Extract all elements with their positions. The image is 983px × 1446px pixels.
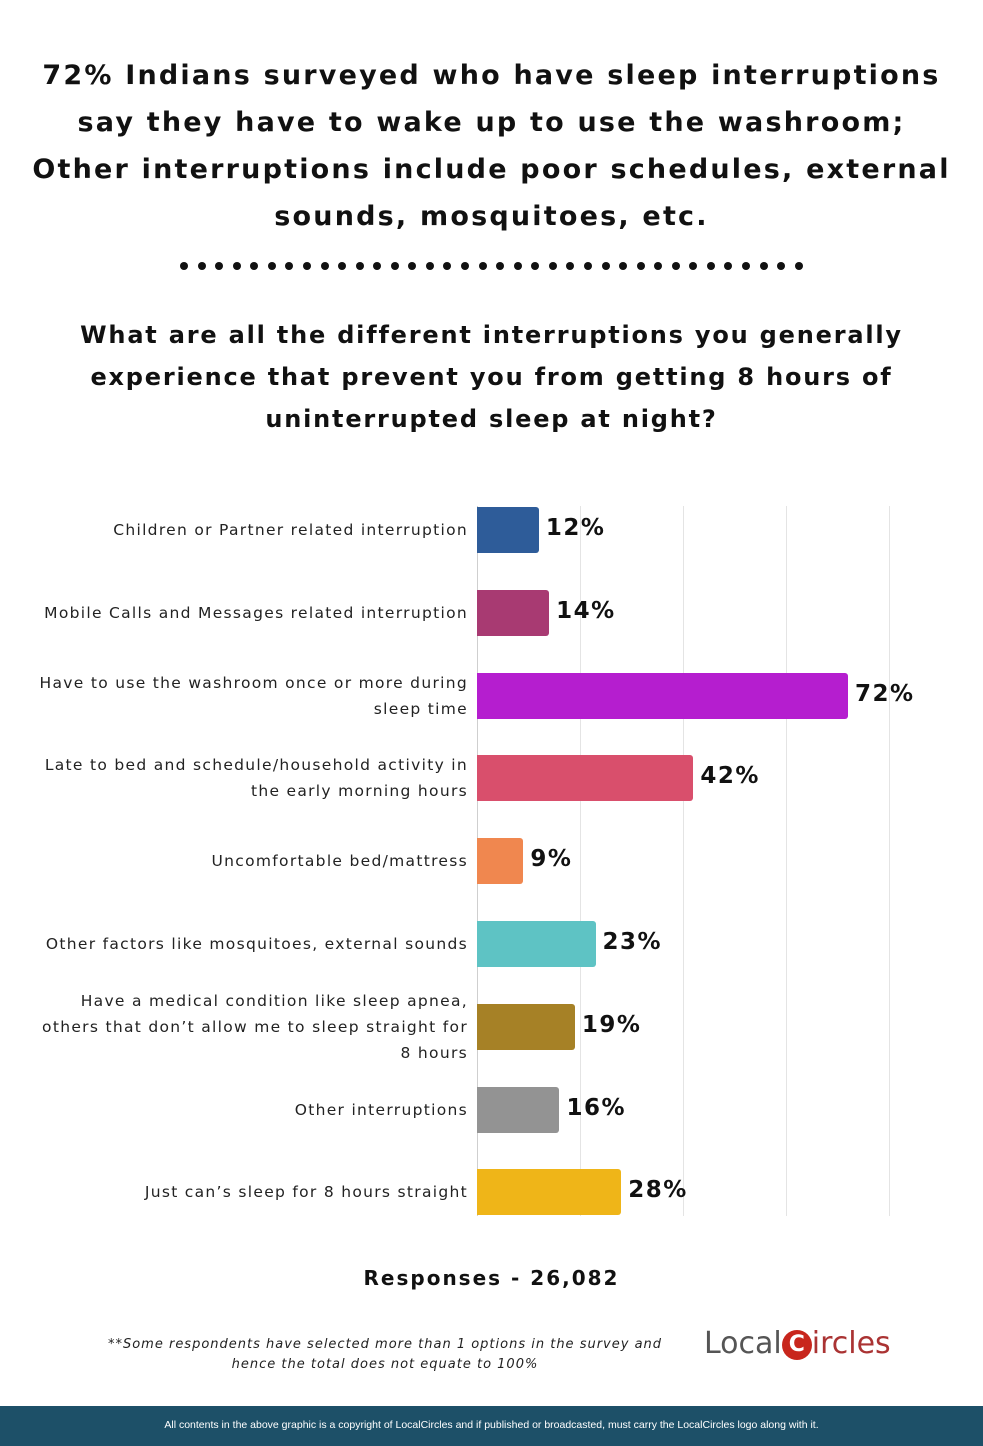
divider-dot [215,262,224,270]
divider-dot [654,262,663,270]
category-label: Late to bed and schedule/household activ… [44,756,468,801]
divider-dot [636,262,645,270]
divider-dot [302,262,311,270]
bar [477,1003,575,1050]
responses-count: Responses - 26,082 [363,1266,620,1290]
bar [477,507,539,553]
category-label: Just can’s sleep for 8 hours straight [144,1183,468,1202]
data-label: 16% [566,1094,626,1121]
divider-dot [478,262,487,270]
gridline [683,506,685,1216]
divider-dot [724,262,733,270]
divider-dot [777,262,786,270]
data-label: 9% [530,846,573,873]
divider-dot [443,262,452,270]
gridline [580,506,582,1216]
divider-dot [285,262,294,270]
data-label: 23% [602,929,663,955]
divider-dot [759,262,768,270]
divider-dot [373,262,382,270]
data-label: 28% [628,1177,688,1204]
divider-dot [706,262,715,270]
category-label: Uncomfortable bed/mattress [211,852,468,871]
bar [477,1169,622,1216]
divider-dot [671,262,680,270]
category-label: Children or Partner related interruption [113,521,468,539]
data-label: 42% [700,763,760,790]
gridline [786,506,788,1216]
divider-dot [355,262,364,270]
bar [477,672,848,719]
data-label: 14% [556,597,616,624]
divider-dot [619,262,628,270]
divider-dot [267,262,276,270]
divider-dot [689,262,698,270]
divider-dot [338,262,347,270]
category-label: Other factors like mosquitoes, external … [45,935,468,953]
divider-dot [461,262,469,270]
bar [477,921,596,967]
divider-dot [794,262,803,270]
data-label: 72% [855,680,915,707]
divider-dot [408,262,417,270]
divider-dot [548,262,557,270]
divider-dot [513,262,522,270]
divider-dot [232,262,241,270]
divider-dot [583,262,592,270]
gridline [889,506,891,1216]
footnote: **Some respondents have selected more th… [107,1337,663,1372]
category-label: Have a medical condition like sleep apne… [42,991,468,1062]
divider-dot [320,262,329,270]
divider-dot [180,262,188,270]
divider-dot [531,262,540,270]
dotted-divider [180,262,803,276]
divider-dot [496,262,505,270]
category-label: Mobile Calls and Messages related interr… [44,603,468,622]
bar [477,838,524,885]
bar [477,755,694,802]
divider-dot [425,262,434,270]
headline: 72% Indians surveyed who have sleep inte… [32,60,951,232]
category-label: Other interruptions [294,1100,468,1119]
survey-question: What are all the different interruptions… [80,321,903,433]
data-label: 12% [545,515,606,541]
bar [477,1086,560,1133]
divider-dot [742,262,750,270]
divider-dot [566,262,575,270]
data-label: 19% [581,1011,642,1038]
divider-dot [601,262,610,270]
copyright-footer: All contents in the above graphic is a c… [0,1406,983,1446]
divider-dot [250,262,259,270]
divider-dot [390,262,399,270]
divider-dot [197,262,206,270]
category-label: Have to use the washroom once or more du… [39,673,468,718]
bar-chart: Children or Partner related interruption… [0,500,983,1220]
bar [477,589,550,636]
